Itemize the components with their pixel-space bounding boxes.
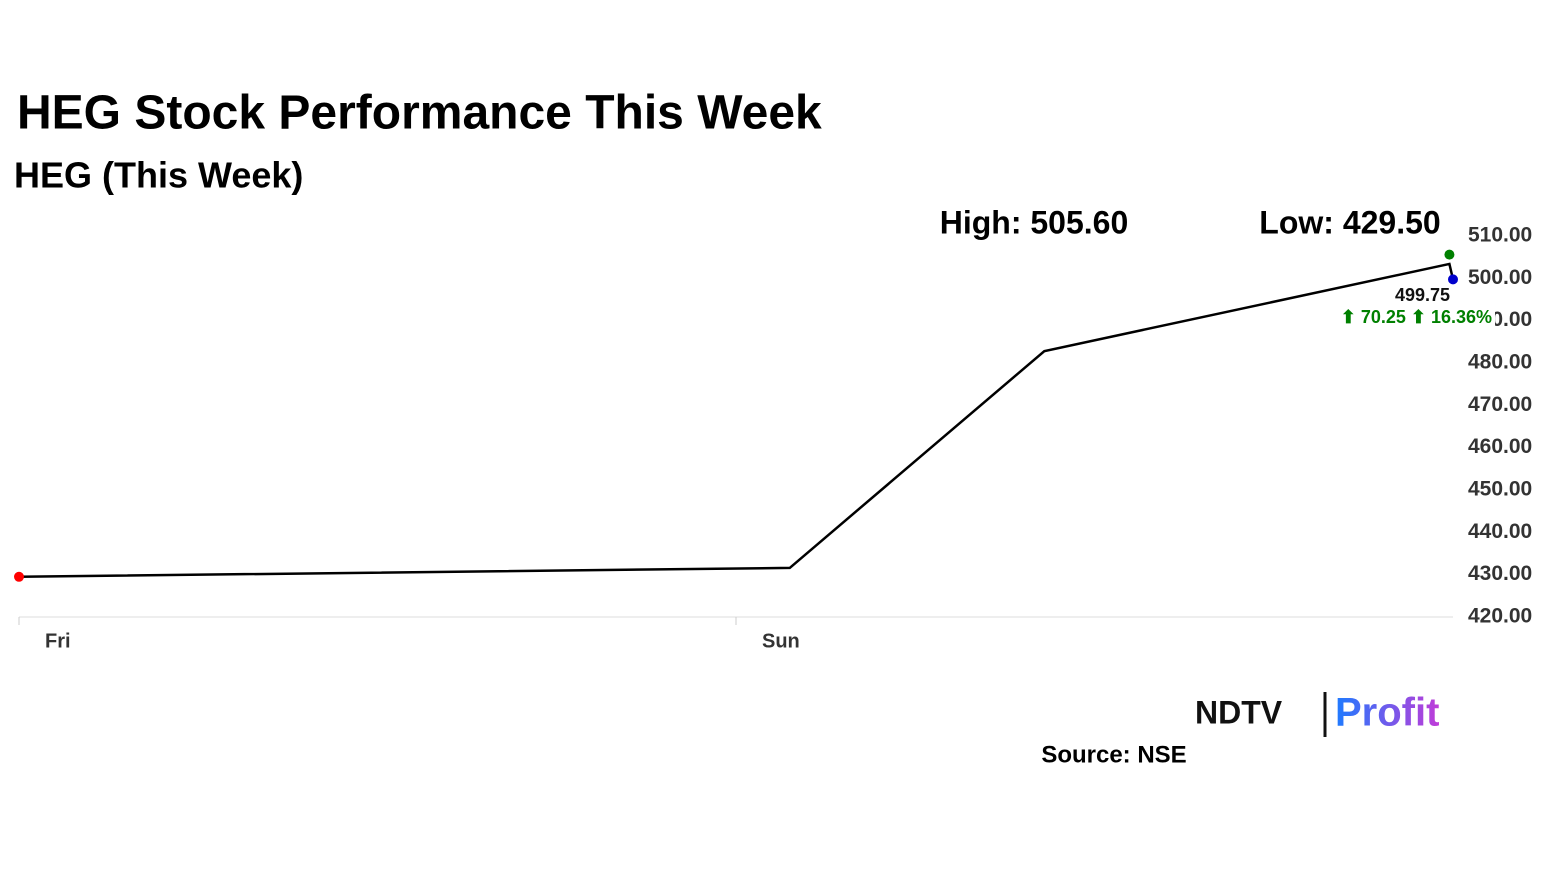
y-tick-label: 480.00: [1468, 351, 1532, 374]
y-tick-label: 450.00: [1468, 478, 1532, 501]
y-tick-label: 510.00: [1468, 224, 1532, 247]
logo-ndtv: NDTV: [1195, 694, 1283, 730]
y-tick-label: 430.00: [1468, 562, 1532, 585]
change-background: [1330, 306, 1495, 330]
logo: NDTV Profit: [1195, 691, 1439, 737]
source: Source: NSE: [1041, 741, 1186, 768]
x-tick-label: Fri: [45, 630, 71, 652]
change-label: ⬆ 70.25 ⬆ 16.36%: [1341, 307, 1492, 327]
chart-title: HEG Stock Performance This Week: [17, 87, 822, 140]
low-label: Low: 429.50: [1259, 204, 1440, 240]
high-label: High: 505.60: [940, 204, 1129, 240]
last-marker: [1448, 274, 1458, 285]
y-tick-label: 420.00: [1468, 605, 1532, 628]
last-value-label: 499.75: [1395, 285, 1450, 305]
chart-subtitle: HEG (This Week): [14, 155, 303, 196]
y-tick-label: 470.00: [1468, 393, 1532, 416]
price-line: [18, 262, 1455, 579]
x-tick-label: Sun: [762, 630, 800, 652]
low-marker: [14, 571, 24, 582]
y-tick-label: 460.00: [1468, 435, 1532, 458]
high-marker: [1444, 249, 1455, 260]
logo-profit: Profit: [1335, 691, 1439, 735]
y-tick-label: 440.00: [1468, 520, 1532, 543]
y-tick-label: 500.00: [1468, 266, 1532, 289]
